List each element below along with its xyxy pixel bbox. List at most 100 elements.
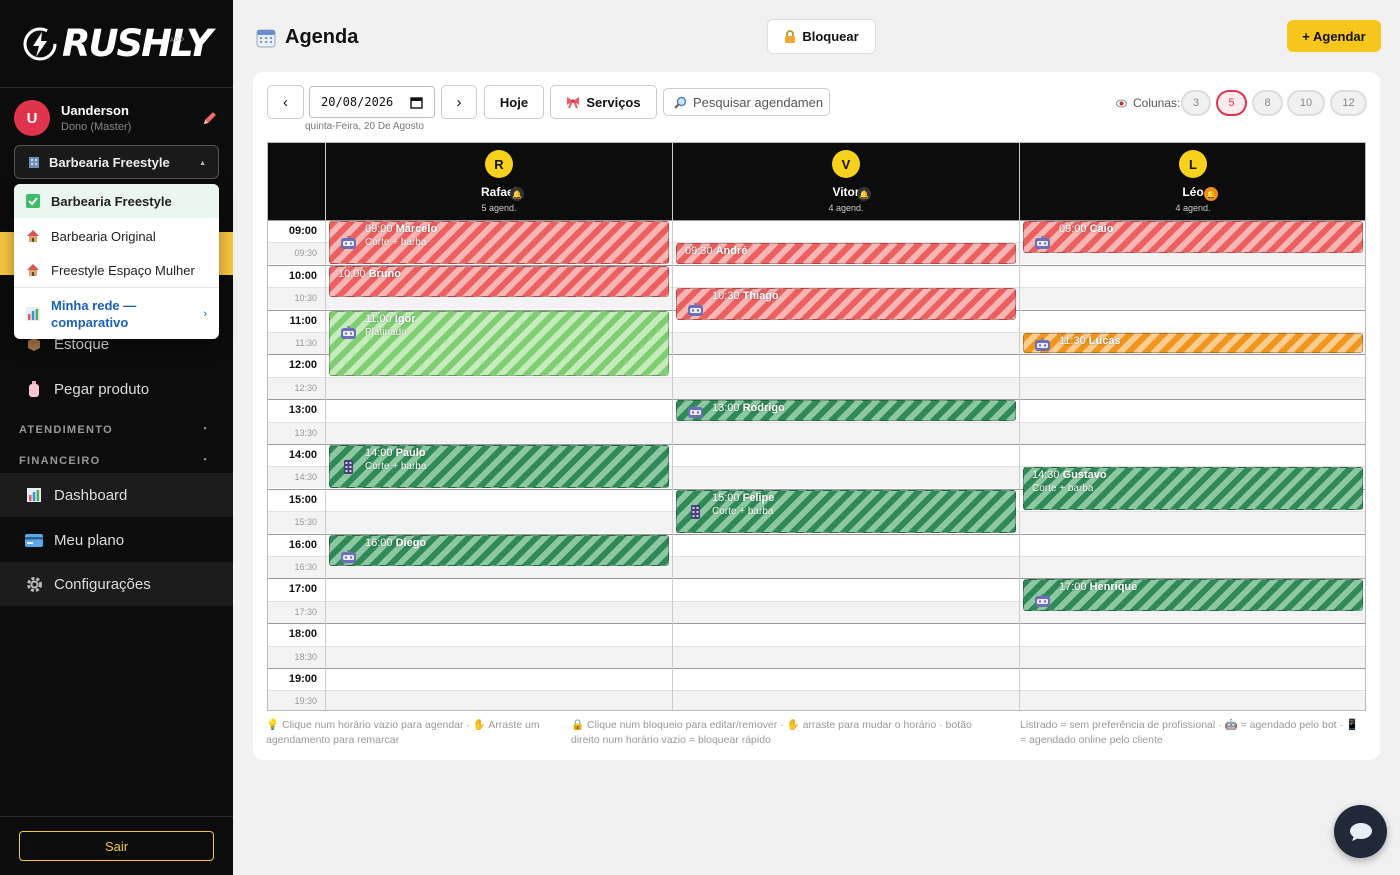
network-compare-label: Minha rede — comparativo <box>51 297 137 330</box>
appointment-time: 17:00 <box>1059 581 1087 594</box>
robot-icon <box>1035 338 1050 351</box>
shop-option-espaco-mulher[interactable]: Freestyle Espaço Mulher <box>14 253 219 287</box>
bloquear-button[interactable]: Bloquear <box>767 19 876 54</box>
time-label: 16:00 <box>288 538 317 551</box>
time-slot-row[interactable]: 13:00 <box>268 399 1365 421</box>
appointment-andré[interactable]: 09:30 André <box>676 243 1016 264</box>
network-compare-option[interactable]: Minha rede — comparativo › <box>14 287 219 339</box>
columns-option-8[interactable]: 8 <box>1252 90 1283 116</box>
appointment-lucas[interactable]: 11:30 Lucas <box>1023 333 1363 354</box>
time-slot-row[interactable]: 18:30 <box>268 645 1365 668</box>
lightning-logo-icon <box>23 27 57 60</box>
nav-estoque[interactable]: Estoque <box>0 322 233 366</box>
time-slot-row[interactable]: 17:00 <box>268 578 1365 600</box>
professional-column-vitor[interactable]: V Vitor 🔔 4 agend. <box>673 143 1019 220</box>
rushly-logo[interactable]: RUSHLY <box>22 22 213 65</box>
appointment-rodrigo[interactable]: 13:00 Rodrigo <box>676 400 1016 421</box>
appointment-time: 09:00 <box>1059 223 1087 235</box>
appointment-paulo[interactable]: 14:00 Paulo Corte + barba <box>329 445 669 488</box>
shop-option-original[interactable]: Barbearia Original <box>14 219 219 253</box>
prev-day-button[interactable]: ‹ <box>267 85 304 119</box>
nav-label: Pegar produto <box>54 380 150 398</box>
search-input[interactable]: Pesquisar agendamen <box>663 88 830 116</box>
edit-pencil-icon[interactable] <box>202 110 218 126</box>
next-day-button[interactable]: › <box>441 85 477 119</box>
time-label: 10:00 <box>288 269 317 282</box>
date-input[interactable]: 20/08/2026 <box>309 86 435 118</box>
agendar-button[interactable]: + Agendar <box>1287 20 1381 52</box>
today-button[interactable]: Hoje <box>484 85 544 119</box>
professional-name: Rafael <box>480 185 518 199</box>
professional-column-leo[interactable]: L Léo 🔔 4 agend. <box>1020 143 1365 220</box>
columns-option-3[interactable]: 3 <box>1181 90 1211 116</box>
time-slot-row[interactable]: 13:30 <box>268 421 1365 444</box>
columns-option-10[interactable]: 10 <box>1287 90 1325 116</box>
nav-configuracoes[interactable]: Configurações <box>0 562 233 606</box>
section-label: ATENDIMENTO <box>19 424 113 436</box>
time-slot-row[interactable]: 15:00 <box>268 488 1365 511</box>
nav-label: Meu plano <box>54 531 125 549</box>
appointment-igor[interactable]: 11:00 Igor Platinado <box>329 310 669 376</box>
time-slot-row[interactable]: 14:00 <box>268 444 1365 466</box>
nav-pegar-produto[interactable]: Pegar produto <box>0 367 233 411</box>
appointment-felipe[interactable]: 15:00 Felipe Corte + barba <box>676 489 1016 533</box>
appointment-thiago[interactable]: 10:30 Thiago <box>676 288 1016 320</box>
appointment-label: 10:30 Thiago <box>712 290 779 302</box>
robot-icon <box>341 549 356 563</box>
appointment-label: 14:30 Gustavo <box>1032 469 1107 481</box>
logo-text: RUSHLY <box>62 22 213 65</box>
time-slot-row[interactable]: 12:30 <box>268 376 1365 399</box>
shop-option-label: Barbearia Original <box>51 228 156 244</box>
time-slot-row[interactable]: 09:00 <box>268 220 1365 242</box>
time-slot-row[interactable]: 18:00 <box>268 623 1365 645</box>
professional-column-rafael[interactable]: R Rafael 🔔 5 agend. <box>326 143 672 220</box>
time-slot-row[interactable]: 19:00 <box>268 668 1365 690</box>
gear-icon <box>25 575 43 593</box>
shop-selector[interactable]: Barbearia Freestyle ▲ <box>14 145 219 179</box>
appointment-client: Caio <box>1089 223 1114 235</box>
phone-icon <box>691 504 700 519</box>
time-slot-row[interactable]: 10:00 <box>268 264 1365 287</box>
logout-button[interactable]: Sair <box>19 831 214 861</box>
columns-option-5[interactable]: 5 <box>1216 90 1247 116</box>
time-label: 15:00 <box>288 493 317 506</box>
appointment-service: Corte + barba <box>365 237 427 248</box>
appointment-time: 10:00 <box>338 267 366 280</box>
appointment-bruno[interactable]: 10:00 Bruno <box>329 265 669 298</box>
column-divider <box>325 143 326 710</box>
robot-icon <box>1035 236 1050 249</box>
services-button[interactable]: Serviços <box>550 85 657 119</box>
time-slot-row[interactable]: 16:00 <box>268 533 1365 556</box>
time-slot-row[interactable]: 12:00 <box>268 354 1365 376</box>
appointment-time: 09:00 <box>365 223 393 235</box>
shop-option-freestyle[interactable]: Barbearia Freestyle <box>14 184 219 218</box>
divider <box>0 816 233 817</box>
appointment-service: Platinado <box>365 326 407 338</box>
appointment-marcelo[interactable]: 09:00 Marcelo Corte + barba <box>329 221 669 264</box>
shop-dropdown-menu: Barbearia Freestyle Barbearia Original F… <box>14 184 219 339</box>
chevron-icon: • <box>203 454 208 464</box>
appointment-henrique[interactable]: 17:00 Henrique <box>1023 579 1363 611</box>
appointment-time: 09:30 <box>685 245 713 258</box>
columns-option-12[interactable]: 12 <box>1330 90 1367 116</box>
time-label: 17:30 <box>294 606 317 617</box>
nav-meu-plano[interactable]: Meu plano <box>0 518 233 562</box>
time-label: 09:30 <box>294 248 317 259</box>
nav-section-financeiro[interactable]: FINANCEIRO • <box>19 454 214 467</box>
appointment-client: Marcelo <box>395 223 438 235</box>
bell-icon[interactable]: 🔔 <box>510 187 524 201</box>
credit-card-icon <box>25 531 43 549</box>
appointment-diego[interactable]: 16:00 Diego <box>329 534 669 567</box>
chat-button[interactable] <box>1334 805 1387 858</box>
bell-icon[interactable]: 🔔 <box>857 187 871 201</box>
time-slot-row[interactable]: 19:30 <box>268 690 1365 710</box>
appointment-gustavo[interactable]: 14:30 Gustavo Corte + barba <box>1023 467 1363 511</box>
calendar-picker-icon[interactable] <box>410 96 423 109</box>
nav-section-atendimento[interactable]: ATENDIMENTO • <box>19 423 214 436</box>
nav-dashboard[interactable]: Dashboard <box>0 473 233 517</box>
appointment-client: André <box>715 245 748 258</box>
appointment-caio[interactable]: 09:00 Caio <box>1023 221 1363 253</box>
bell-icon[interactable]: 🔔 <box>1204 187 1218 201</box>
robot-icon <box>1035 594 1050 608</box>
chat-bubble-icon <box>1349 822 1372 841</box>
